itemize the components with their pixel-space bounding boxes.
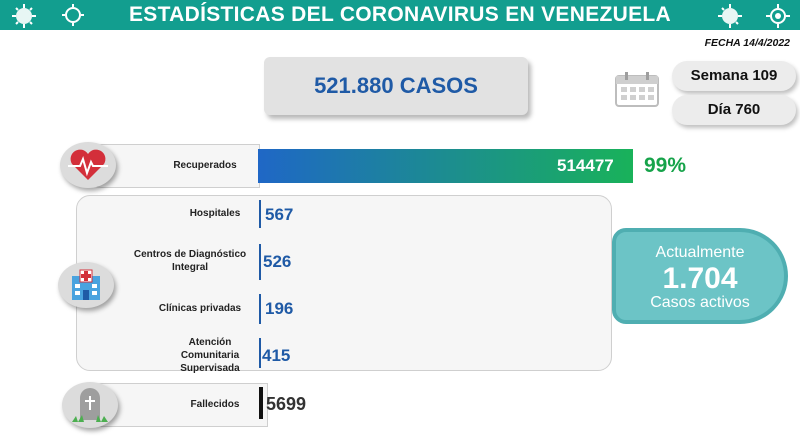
active-cases-value: 1.704 xyxy=(662,262,738,295)
active-cases-card: Actualmente 1.704 Casos activos xyxy=(612,228,788,324)
care-icon-badge xyxy=(58,262,114,308)
care-value: 196 xyxy=(265,299,294,318)
deaths-label: Fallecidos xyxy=(190,399,240,410)
care-divider xyxy=(259,244,261,280)
recovered-bar xyxy=(258,149,633,183)
total-cases-value: 521.880 CASOS xyxy=(314,73,478,98)
recovered-percent: 99% xyxy=(644,154,687,177)
care-divider xyxy=(259,294,261,324)
virus-icon xyxy=(12,4,36,28)
virus-icon xyxy=(62,4,84,26)
care-label: Clínicas privadas xyxy=(158,303,242,314)
care-label: Atención Comunitaria Supervisada xyxy=(180,337,240,374)
recovered-value: 514477 xyxy=(557,156,614,175)
week-badge: Semana 109 xyxy=(672,61,796,91)
deaths-value: 5699 xyxy=(266,394,307,414)
care-value: 415 xyxy=(262,346,291,365)
virus-icon xyxy=(718,4,742,28)
recovered-label: Recuperados xyxy=(173,160,237,171)
virus-icon xyxy=(766,4,790,28)
total-cases-card: 521.880 CASOS xyxy=(264,57,528,115)
active-cases-label: Actualmente xyxy=(655,244,745,261)
page-title: ESTADÍSTICAS DEL CORONAVIRUS EN VENEZUEL… xyxy=(128,3,672,26)
tombstone-icon xyxy=(72,388,108,422)
deaths-icon-badge xyxy=(62,382,118,428)
deaths-bar xyxy=(259,387,263,419)
hospital-icon xyxy=(72,269,100,300)
heartbeat-icon xyxy=(68,149,108,180)
care-label: Centros de Diagnóstico Integral xyxy=(133,249,247,273)
calendar-icon xyxy=(615,72,659,107)
header-banner xyxy=(0,0,800,30)
report-date: FECHA 14/4/2022 xyxy=(704,37,790,49)
day-badge: Día 760 xyxy=(672,95,796,125)
care-label: Hospitales xyxy=(189,208,241,219)
care-value: 526 xyxy=(263,252,292,271)
active-cases-caption: Casos activos xyxy=(650,294,750,311)
care-divider xyxy=(259,338,261,368)
recovered-icon-badge xyxy=(60,142,116,188)
care-divider xyxy=(259,200,261,228)
care-value: 567 xyxy=(265,205,294,224)
care-breakdown-panel xyxy=(76,195,612,371)
